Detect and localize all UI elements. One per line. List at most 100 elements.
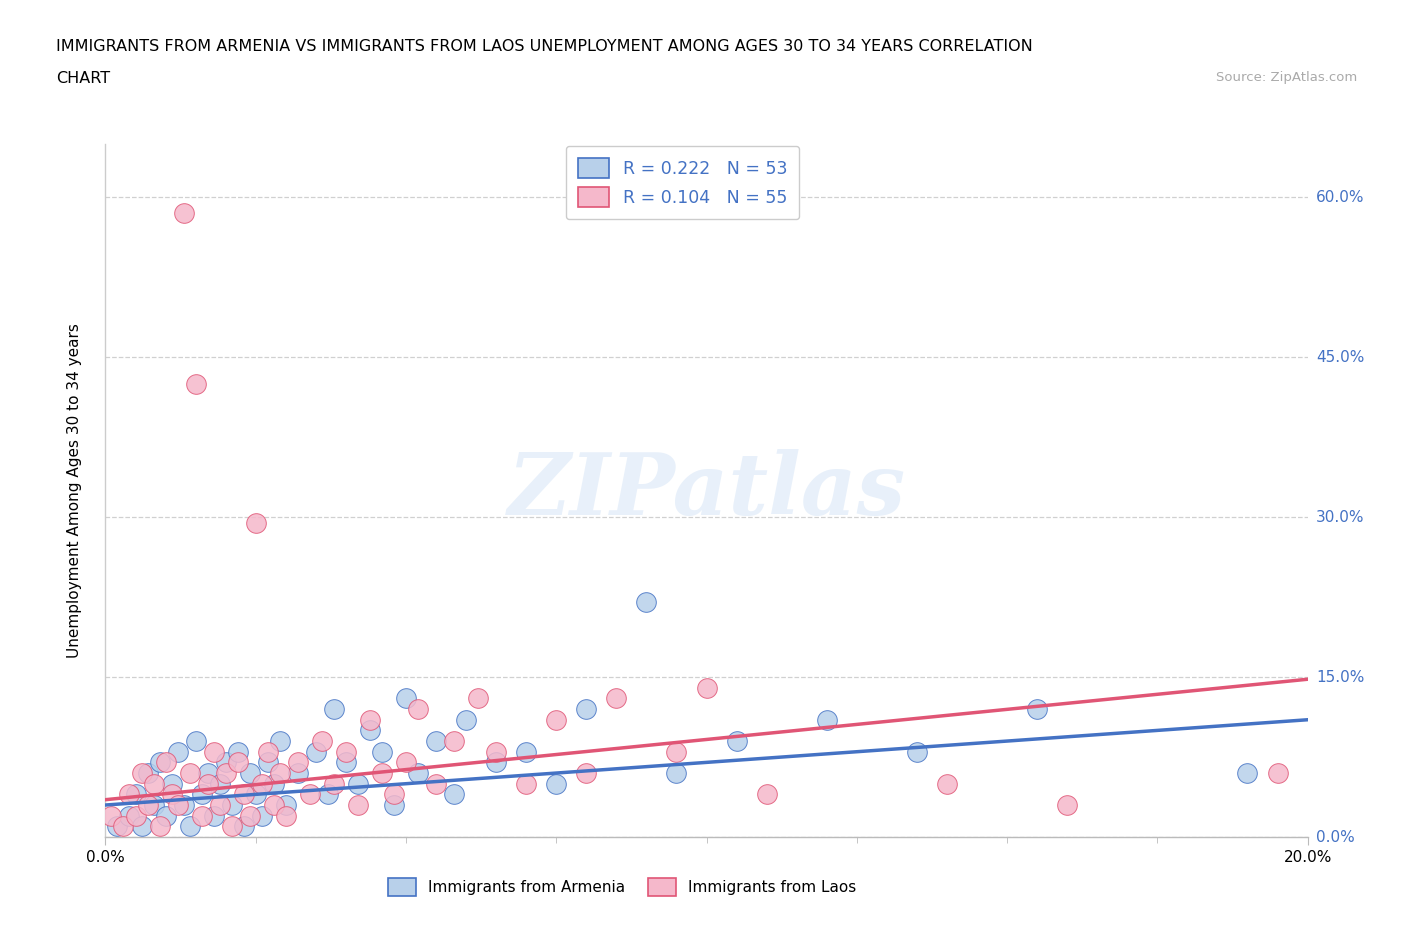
- Point: [173, 206, 195, 221]
- Point: [274, 808, 297, 823]
- Text: Source: ZipAtlas.com: Source: ZipAtlas.com: [1216, 71, 1357, 84]
- Point: [287, 755, 309, 770]
- Point: [202, 808, 225, 823]
- Point: [665, 765, 688, 780]
- Point: [395, 691, 418, 706]
- Point: [636, 595, 658, 610]
- Point: [202, 744, 225, 759]
- Point: [239, 808, 262, 823]
- Point: [124, 787, 146, 802]
- Point: [335, 755, 357, 770]
- Text: 60.0%: 60.0%: [1316, 190, 1364, 205]
- Point: [1236, 765, 1258, 780]
- Point: [232, 787, 254, 802]
- Point: [575, 765, 598, 780]
- Point: [142, 777, 165, 791]
- Point: [305, 744, 328, 759]
- Point: [359, 723, 381, 737]
- Point: [263, 777, 285, 791]
- Point: [1056, 798, 1078, 813]
- Point: [665, 744, 688, 759]
- Point: [208, 777, 231, 791]
- Point: [1026, 701, 1049, 716]
- Point: [184, 377, 207, 392]
- Point: [335, 744, 357, 759]
- Point: [515, 777, 537, 791]
- Point: [485, 744, 508, 759]
- Point: [406, 765, 429, 780]
- Text: 30.0%: 30.0%: [1316, 510, 1364, 525]
- Point: [1267, 765, 1289, 780]
- Point: [118, 787, 141, 802]
- Point: [467, 691, 489, 706]
- Point: [136, 798, 159, 813]
- Point: [160, 777, 183, 791]
- Point: [263, 798, 285, 813]
- Point: [208, 798, 231, 813]
- Point: [359, 712, 381, 727]
- Point: [160, 787, 183, 802]
- Point: [575, 701, 598, 716]
- Point: [245, 787, 267, 802]
- Point: [605, 691, 627, 706]
- Point: [118, 808, 141, 823]
- Point: [221, 798, 243, 813]
- Point: [131, 819, 153, 834]
- Point: [226, 744, 249, 759]
- Point: [347, 777, 370, 791]
- Point: [454, 712, 477, 727]
- Point: [256, 744, 278, 759]
- Point: [214, 765, 236, 780]
- Point: [136, 765, 159, 780]
- Point: [936, 777, 959, 791]
- Point: [148, 755, 170, 770]
- Point: [287, 765, 309, 780]
- Point: [905, 744, 928, 759]
- Point: [245, 515, 267, 530]
- Point: [443, 734, 465, 749]
- Point: [316, 787, 339, 802]
- Point: [725, 734, 748, 749]
- Point: [179, 765, 201, 780]
- Point: [221, 819, 243, 834]
- Point: [250, 777, 273, 791]
- Point: [425, 777, 447, 791]
- Point: [406, 701, 429, 716]
- Point: [371, 765, 394, 780]
- Point: [155, 808, 177, 823]
- Text: IMMIGRANTS FROM ARMENIA VS IMMIGRANTS FROM LAOS UNEMPLOYMENT AMONG AGES 30 TO 34: IMMIGRANTS FROM ARMENIA VS IMMIGRANTS FR…: [56, 39, 1033, 54]
- Point: [155, 755, 177, 770]
- Point: [322, 777, 344, 791]
- Point: [226, 755, 249, 770]
- Point: [214, 755, 236, 770]
- Point: [100, 808, 122, 823]
- Text: 15.0%: 15.0%: [1316, 670, 1364, 684]
- Text: ZIPatlas: ZIPatlas: [508, 449, 905, 532]
- Point: [250, 808, 273, 823]
- Point: [269, 734, 291, 749]
- Point: [382, 798, 405, 813]
- Point: [173, 798, 195, 813]
- Point: [107, 819, 129, 834]
- Point: [815, 712, 838, 727]
- Point: [755, 787, 778, 802]
- Point: [546, 712, 568, 727]
- Point: [232, 819, 254, 834]
- Point: [546, 777, 568, 791]
- Text: 45.0%: 45.0%: [1316, 350, 1364, 365]
- Point: [131, 765, 153, 780]
- Point: [395, 755, 418, 770]
- Point: [443, 787, 465, 802]
- Point: [112, 819, 135, 834]
- Point: [696, 681, 718, 696]
- Point: [347, 798, 370, 813]
- Point: [142, 798, 165, 813]
- Point: [184, 734, 207, 749]
- Point: [485, 755, 508, 770]
- Legend: Immigrants from Armenia, Immigrants from Laos: Immigrants from Armenia, Immigrants from…: [382, 872, 862, 902]
- Point: [274, 798, 297, 813]
- Point: [179, 819, 201, 834]
- Point: [124, 808, 146, 823]
- Text: CHART: CHART: [56, 71, 110, 86]
- Point: [239, 765, 262, 780]
